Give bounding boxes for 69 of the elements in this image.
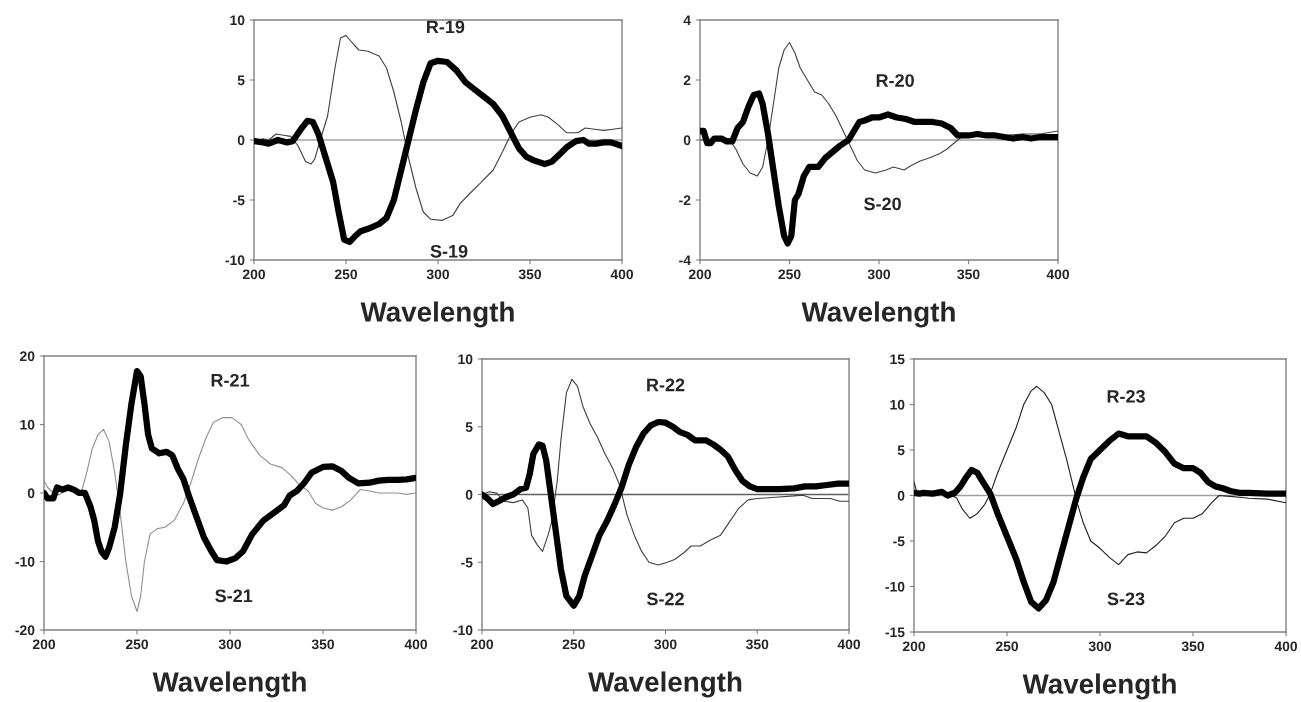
x-tick-label: 400 — [404, 639, 428, 650]
y-tick-label: -10 — [885, 581, 905, 592]
x-tick-label: 350 — [957, 269, 980, 280]
x-tick-label: 400 — [610, 269, 634, 280]
series-label: R-22 — [647, 378, 685, 392]
y-tick-label: 4 — [683, 15, 691, 26]
y-tick-label: 0 — [27, 488, 35, 499]
y-tick-label: 15 — [890, 354, 905, 365]
y-tick-label: -20 — [15, 625, 35, 636]
x-axis-title: Wavelength — [152, 671, 306, 698]
y-tick-label: -5 — [233, 195, 245, 206]
y-tick-label: 10 — [890, 399, 905, 410]
y-tick-label: -10 — [225, 255, 245, 266]
x-tick-label: 250 — [125, 639, 149, 650]
y-tick-label: -5 — [893, 536, 905, 547]
y-tick-label: 5 — [465, 422, 473, 432]
y-tick-label: 20 — [20, 351, 35, 362]
x-tick-label: 250 — [562, 639, 585, 650]
y-tick-label: -5 — [461, 557, 473, 568]
x-axis-title: Wavelength — [801, 301, 955, 328]
x-tick-label: 250 — [995, 641, 1019, 652]
x-tick-label: 200 — [242, 269, 266, 280]
series-label: R-19 — [427, 20, 465, 34]
series-label: S-20 — [864, 197, 901, 211]
x-tick-label: 350 — [518, 269, 542, 280]
y-tick-label: 0 — [237, 135, 245, 146]
y-tick-label: 5 — [237, 75, 245, 86]
y-tick-label: 10 — [458, 354, 473, 365]
x-tick-label: 350 — [745, 639, 769, 650]
y-tick-label: 10 — [20, 419, 35, 430]
x-axis-title: Wavelength — [360, 301, 514, 328]
y-tick-label: -4 — [679, 255, 691, 266]
x-tick-label: 300 — [1088, 641, 1112, 652]
y-tick-label: 0 — [683, 135, 691, 146]
x-tick-label: 350 — [311, 639, 335, 650]
series-label: S-23 — [1107, 592, 1145, 606]
y-tick-label: -2 — [679, 195, 691, 206]
y-tick-label: 5 — [897, 445, 905, 456]
series-label: R-20 — [876, 74, 914, 87]
x-tick-label: 250 — [778, 269, 801, 280]
x-tick-label: 300 — [867, 269, 891, 280]
y-tick-label: -15 — [885, 627, 905, 638]
series-label: S-19 — [430, 244, 468, 258]
x-tick-label: 300 — [654, 639, 677, 650]
x-axis-title: Wavelength — [588, 671, 742, 698]
x-tick-label: 200 — [688, 269, 712, 280]
series-label: S-21 — [215, 589, 253, 603]
x-tick-label: 400 — [1046, 269, 1070, 280]
x-tick-label: 400 — [837, 639, 861, 650]
y-tick-label: 10 — [230, 15, 245, 26]
x-tick-label: 200 — [32, 639, 56, 650]
x-tick-label: 400 — [1274, 641, 1298, 652]
y-tick-label: 0 — [465, 489, 473, 500]
series-label: R-23 — [1107, 389, 1145, 403]
x-tick-label: 300 — [218, 639, 242, 650]
x-tick-label: 200 — [470, 639, 494, 650]
y-tick-label: 2 — [683, 75, 691, 86]
y-tick-label: 0 — [897, 490, 905, 501]
line-series — [914, 385, 1286, 566]
x-tick-label: 250 — [334, 269, 358, 280]
x-tick-label: 300 — [426, 269, 450, 280]
y-tick-label: -10 — [453, 625, 473, 636]
x-tick-label: 200 — [902, 641, 926, 652]
series-label: R-21 — [211, 373, 250, 387]
y-tick-label: -10 — [15, 556, 35, 567]
series-label: S-22 — [646, 592, 684, 606]
x-axis-title: Wavelength — [1022, 673, 1176, 700]
x-tick-label: 350 — [1181, 641, 1205, 652]
line-series — [44, 417, 416, 613]
